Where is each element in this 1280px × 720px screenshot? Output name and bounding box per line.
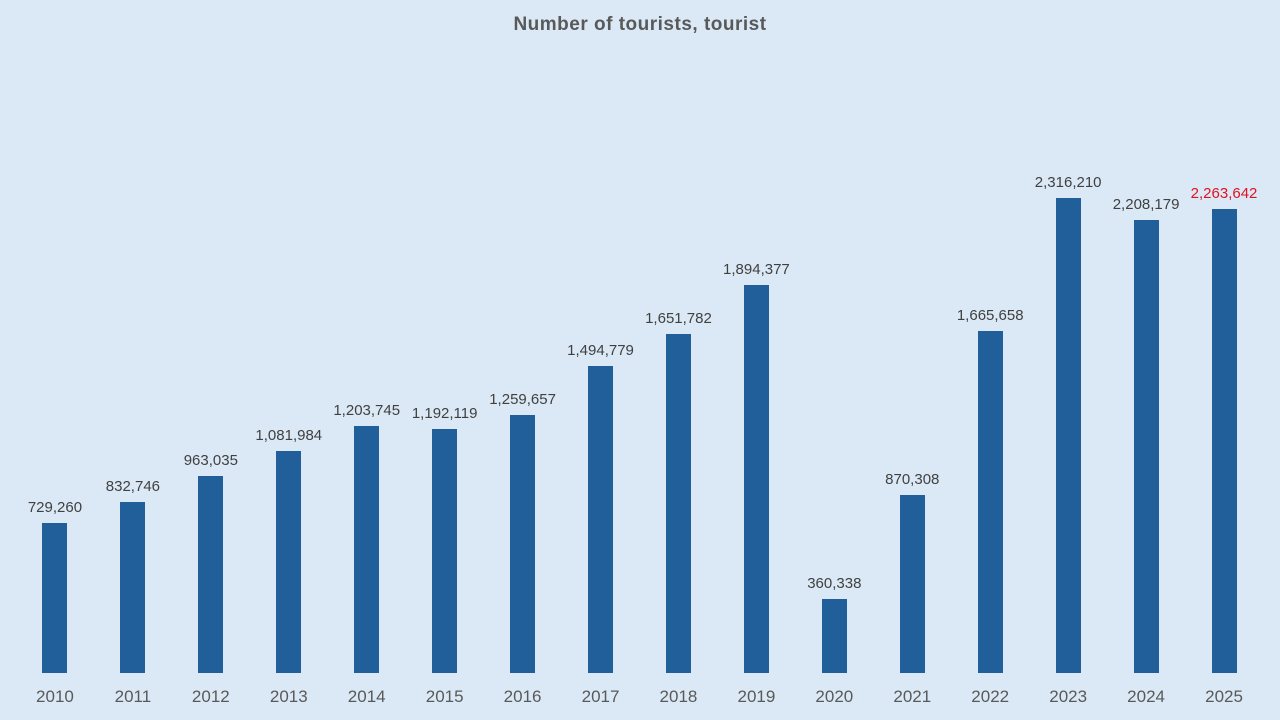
bar-value-label: 2,316,210 (1034, 174, 1102, 191)
bar (510, 415, 536, 673)
x-axis-tick-label: 2024 (1127, 686, 1165, 706)
x-axis-tick-label: 2019 (737, 686, 776, 706)
bar-column-2019: 1,894,377 2019 (717, 0, 795, 720)
bar (1133, 220, 1159, 673)
bar-value-label: 2,208,179 (1112, 196, 1180, 213)
bar (743, 285, 769, 673)
bar-value-label: 360,338 (807, 575, 862, 592)
bar-column-2025: 2,263,642 2025 (1185, 0, 1263, 720)
bar (198, 476, 224, 673)
x-axis-tick-label: 2015 (425, 686, 464, 706)
x-axis-tick-label: 2014 (347, 686, 386, 706)
bar (120, 502, 146, 673)
x-axis-tick-label: 2017 (581, 686, 620, 706)
bar-value-label: 963,035 (183, 452, 238, 469)
bar-value-label: 1,203,745 (333, 402, 401, 419)
bar-value-label: 870,308 (885, 471, 940, 488)
bar-value-label: 1,192,119 (411, 405, 478, 422)
bar-column-2024: 2,208,179 2024 (1107, 0, 1185, 720)
bar (432, 429, 458, 673)
bar (977, 331, 1003, 673)
x-axis-tick-label: 2018 (659, 686, 698, 706)
x-axis-tick-label: 2025 (1205, 686, 1243, 706)
x-axis-tick-label: 2012 (191, 686, 230, 706)
bar-column-2013: 1,081,984 2013 (250, 0, 328, 720)
bar-column-2012: 963,035 2012 (172, 0, 250, 720)
x-axis-tick-label: 2023 (1049, 686, 1088, 706)
bar-value-label: 729,260 (27, 499, 83, 516)
bar (1055, 198, 1081, 673)
bar-column-2022: 1,665,658 2022 (951, 0, 1029, 720)
bar-column-2023: 2,316,210 2023 (1029, 0, 1107, 720)
bar-column-2010: 729,260 2010 (16, 0, 94, 720)
bar-value-label: 2,263,642 (1190, 185, 1258, 202)
bar (821, 599, 847, 673)
bar (276, 451, 302, 673)
bar-column-2011: 832,746 2011 (94, 0, 172, 720)
chart-title: Number of tourists, tourist (513, 14, 767, 35)
bar-column-2018: 1,651,782 2018 (640, 0, 718, 720)
bar-value-label: 1,894,377 (723, 261, 790, 278)
x-axis-tick-label: 2011 (114, 686, 152, 706)
x-axis-tick-label: 2010 (36, 686, 74, 706)
bar-value-label: 1,081,984 (255, 427, 323, 444)
bar-value-label: 832,746 (105, 478, 161, 495)
bar-column-2021: 870,308 2021 (873, 0, 951, 720)
x-axis-tick-label: 2021 (893, 686, 932, 706)
bar-column-2016: 1,259,657 2016 (484, 0, 562, 720)
bar-column-2020: 360,338 2020 (795, 0, 873, 720)
bar-column-2015: 1,192,119 2015 (406, 0, 484, 720)
bar (665, 334, 691, 673)
x-axis-tick-label: 2013 (269, 686, 308, 706)
bar-value-label: 1,665,658 (956, 307, 1024, 324)
bar (1211, 209, 1237, 673)
bar-value-label: 1,494,779 (567, 342, 634, 359)
bar (899, 495, 925, 673)
x-axis-tick-label: 2016 (503, 686, 542, 706)
bar-chart: 729,260 2010 832,746 2011 963,035 2012 1,081,9… (16, 0, 1263, 720)
bar (588, 366, 614, 673)
bar (42, 523, 68, 673)
bar-column-2017: 1,494,779 2017 (562, 0, 640, 720)
x-axis-tick-label: 2020 (815, 686, 854, 706)
bar (354, 426, 380, 673)
x-axis-tick-label: 2022 (971, 686, 1010, 706)
bar-value-label: 1,259,657 (489, 391, 556, 408)
bar-column-2014: 1,203,745 2014 (328, 0, 406, 720)
bar-value-label: 1,651,782 (645, 310, 712, 327)
